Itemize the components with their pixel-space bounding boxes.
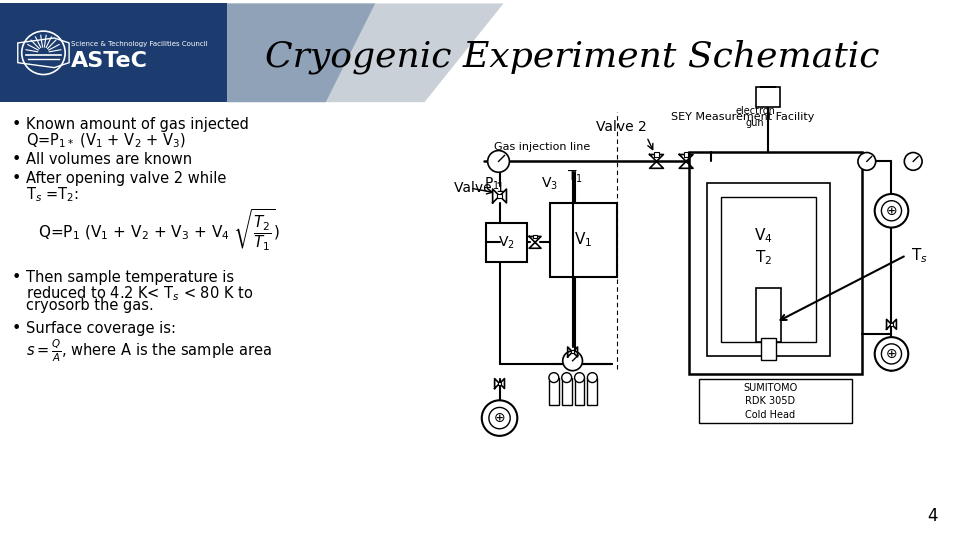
Circle shape [488, 151, 510, 172]
Bar [498, 382, 501, 385]
Circle shape [904, 152, 923, 170]
Text: •: • [12, 117, 21, 132]
Bar [550, 203, 617, 277]
Bar [699, 379, 852, 423]
Bar [890, 323, 893, 326]
Bar [571, 350, 574, 353]
Bar [497, 194, 502, 198]
Circle shape [881, 201, 901, 221]
Text: Cryogenic Experiment Schematic: Cryogenic Experiment Schematic [265, 39, 880, 74]
Bar [486, 222, 527, 262]
Text: •: • [12, 321, 21, 336]
Polygon shape [228, 3, 375, 102]
Text: Valve 1: Valve 1 [454, 181, 505, 195]
Circle shape [562, 373, 571, 382]
Polygon shape [0, 3, 228, 102]
Text: V$_4$: V$_4$ [754, 226, 773, 245]
Circle shape [575, 373, 585, 382]
Text: SEY Measurement Facility: SEY Measurement Facility [671, 112, 815, 122]
Circle shape [489, 407, 510, 429]
Text: Valve 2: Valve 2 [596, 120, 647, 134]
Text: 4: 4 [927, 507, 938, 525]
Bar [655, 152, 659, 157]
Text: Gas injection line: Gas injection line [493, 141, 589, 152]
Text: $s = \frac{Q}{A}$, where A is the sample area: $s = \frac{Q}{A}$, where A is the sample… [26, 337, 272, 364]
Text: Q=P$_{1*}$ (V$_1$ + V$_2$ + V$_3$): Q=P$_{1*}$ (V$_1$ + V$_2$ + V$_3$) [26, 132, 185, 150]
Text: •: • [12, 171, 21, 186]
Bar [562, 377, 571, 405]
Circle shape [875, 194, 908, 227]
Text: Science & Technology Facilities Council: Science & Technology Facilities Council [71, 41, 207, 47]
Text: Surface coverage is:: Surface coverage is: [26, 321, 176, 336]
Circle shape [875, 337, 908, 370]
Text: V$_1$: V$_1$ [574, 231, 592, 249]
Text: Q=P$_1$ (V$_1$ + V$_2$ + V$_3$ + V$_4$ $\sqrt{\dfrac{T_2}{T_1}}$): Q=P$_1$ (V$_1$ + V$_2$ + V$_3$ + V$_4$ $… [37, 208, 279, 253]
Bar [721, 197, 816, 342]
Text: T$_s$ =T$_2$:: T$_s$ =T$_2$: [26, 185, 79, 204]
Bar [534, 235, 537, 238]
Bar [588, 377, 597, 405]
Circle shape [858, 152, 876, 170]
Text: •: • [12, 270, 21, 285]
Text: Known amount of gas injected: Known amount of gas injected [26, 117, 249, 132]
Text: T$_2$: T$_2$ [755, 248, 772, 267]
Text: cryosorb the gas.: cryosorb the gas. [26, 298, 154, 313]
Bar [756, 87, 780, 107]
Bar [549, 377, 559, 405]
Text: All volumes are known: All volumes are known [26, 152, 192, 166]
Text: •: • [12, 152, 21, 166]
Text: ⊕: ⊕ [493, 411, 505, 425]
Bar [761, 338, 776, 360]
Text: V$_2$: V$_2$ [498, 234, 515, 251]
Text: T$_s$: T$_s$ [911, 246, 928, 265]
Text: ⊕: ⊕ [886, 347, 898, 361]
Circle shape [549, 373, 559, 382]
Text: SUMITOMO
RDK 305D
Cold Head: SUMITOMO RDK 305D Cold Head [743, 383, 797, 420]
Polygon shape [228, 3, 503, 102]
Text: reduced to 4.2 K< T$_s$ < 80 K to: reduced to 4.2 K< T$_s$ < 80 K to [26, 284, 253, 302]
Circle shape [482, 400, 517, 436]
Bar [684, 152, 688, 157]
Text: ASTeC: ASTeC [71, 51, 148, 71]
Bar [707, 183, 830, 356]
Text: Then sample temperature is: Then sample temperature is [26, 270, 234, 285]
Circle shape [881, 344, 901, 364]
Text: P$_1$: P$_1$ [484, 175, 499, 192]
Text: V$_3$: V$_3$ [541, 175, 559, 192]
Text: T$_1$: T$_1$ [566, 168, 583, 185]
Bar [575, 377, 585, 405]
Text: electron
gun: electron gun [735, 106, 775, 128]
Text: ⊕: ⊕ [886, 204, 898, 218]
Circle shape [563, 351, 583, 370]
Text: After opening valve 2 while: After opening valve 2 while [26, 171, 226, 186]
Circle shape [588, 373, 597, 382]
Bar [756, 288, 780, 342]
Bar [689, 152, 862, 374]
